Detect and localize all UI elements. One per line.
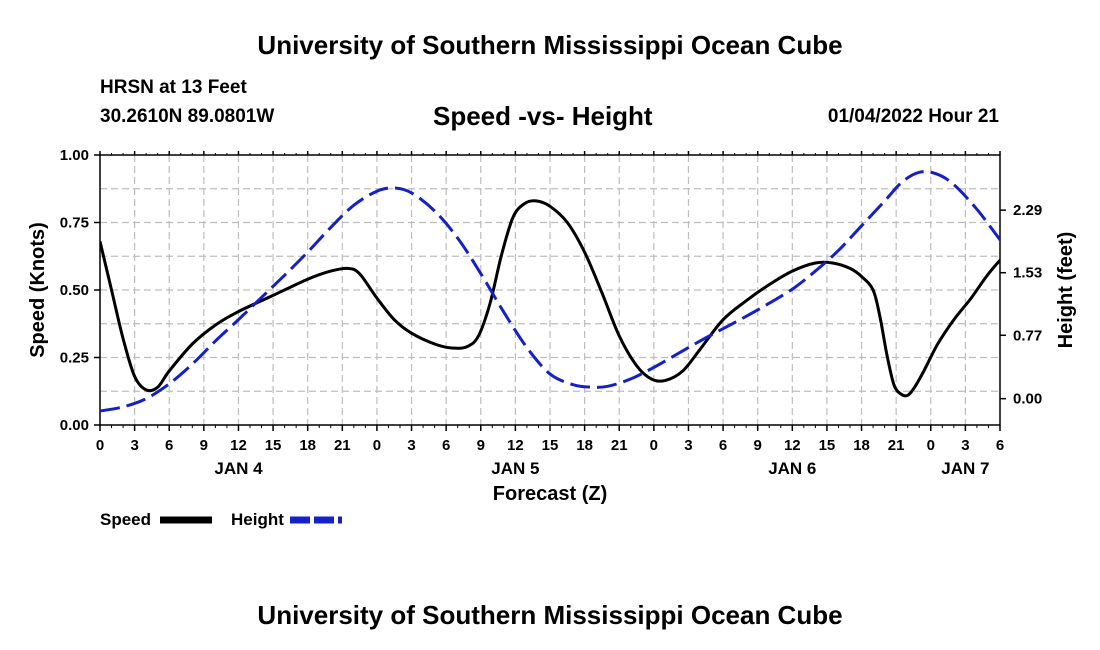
x-tick-label: 21: [611, 437, 628, 454]
page-title: University of Southern Mississippi Ocean…: [257, 30, 843, 60]
x-tick-label: 12: [507, 437, 524, 454]
station-coordinates: 30.2610N 89.0801W: [100, 106, 275, 127]
y2-tick-label: 2.29: [1013, 202, 1042, 219]
x-day-label: JAN 7: [941, 459, 989, 478]
chart-series: [100, 170, 1000, 413]
x-tick-label: 6: [165, 437, 173, 454]
x-tick-label: 15: [542, 437, 559, 454]
x-day-label: JAN 4: [214, 459, 263, 478]
x-axis-label: Forecast (Z): [493, 483, 607, 505]
x-tick-label: 3: [961, 437, 969, 454]
x-tick-label: 18: [576, 437, 593, 454]
x-tick-label: 9: [754, 437, 762, 454]
x-tick-label: 3: [407, 437, 415, 454]
x-tick-label: 0: [650, 437, 658, 454]
x-tick-label: 15: [819, 437, 836, 454]
x-tick-label: 9: [200, 437, 208, 454]
x-tick-label: 0: [373, 437, 381, 454]
y2-tick-label: 0.77: [1013, 327, 1042, 344]
y2-tick-label: 1.53: [1013, 265, 1042, 282]
y-tick-label: 0.75: [60, 215, 89, 232]
y2-tick-label: 0.00: [1013, 391, 1042, 408]
footer-title: University of Southern Mississippi Ocean…: [257, 600, 843, 630]
x-day-label: JAN 5: [491, 459, 539, 478]
x-tick-label: 3: [130, 437, 138, 454]
x-tick-label: 18: [853, 437, 870, 454]
y-tick-label: 0.00: [60, 417, 89, 434]
x-tick-label: 0: [927, 437, 935, 454]
series-line-speed: [100, 199, 1000, 398]
x-day-label: JAN 6: [768, 459, 816, 478]
x-tick-label: 21: [888, 437, 905, 454]
chart-gridlines: [100, 155, 1000, 425]
x-tick-label: 0: [96, 437, 104, 454]
x-tick-label: 9: [477, 437, 485, 454]
y-axis-label: Speed (Knots): [27, 222, 49, 358]
chart-legend: Speed Height: [100, 510, 342, 529]
x-tick-label: 3: [684, 437, 692, 454]
legend-label-height: Height: [231, 510, 284, 529]
station-name: HRSN at 13 Feet: [100, 77, 247, 98]
series-line-height: [100, 170, 1000, 413]
forecast-timestamp: 01/04/2022 Hour 21: [827, 106, 999, 127]
y-tick-label: 0.25: [60, 350, 89, 367]
x-tick-label: 6: [719, 437, 727, 454]
y2-axis-label: Height (feet): [1055, 232, 1077, 349]
chart-subtitle: Speed -vs- Height: [433, 101, 653, 131]
y-tick-label: 1.00: [60, 147, 89, 164]
x-tick-label: 18: [299, 437, 316, 454]
x-tick-label: 21: [334, 437, 351, 454]
y-tick-label: 0.50: [60, 282, 89, 299]
x-tick-label: 15: [265, 437, 282, 454]
legend-label-speed: Speed: [100, 510, 151, 529]
x-tick-label: 6: [996, 437, 1004, 454]
x-tick-label: 12: [784, 437, 801, 454]
x-tick-label: 6: [442, 437, 450, 454]
x-tick-label: 12: [230, 437, 247, 454]
chart-axes: 0 3 6 9 12 15 18 21 0 3 6 9 12 15 18 21 0 3 6 9 12 15 18 21 0 3 6J…: [60, 147, 1042, 478]
